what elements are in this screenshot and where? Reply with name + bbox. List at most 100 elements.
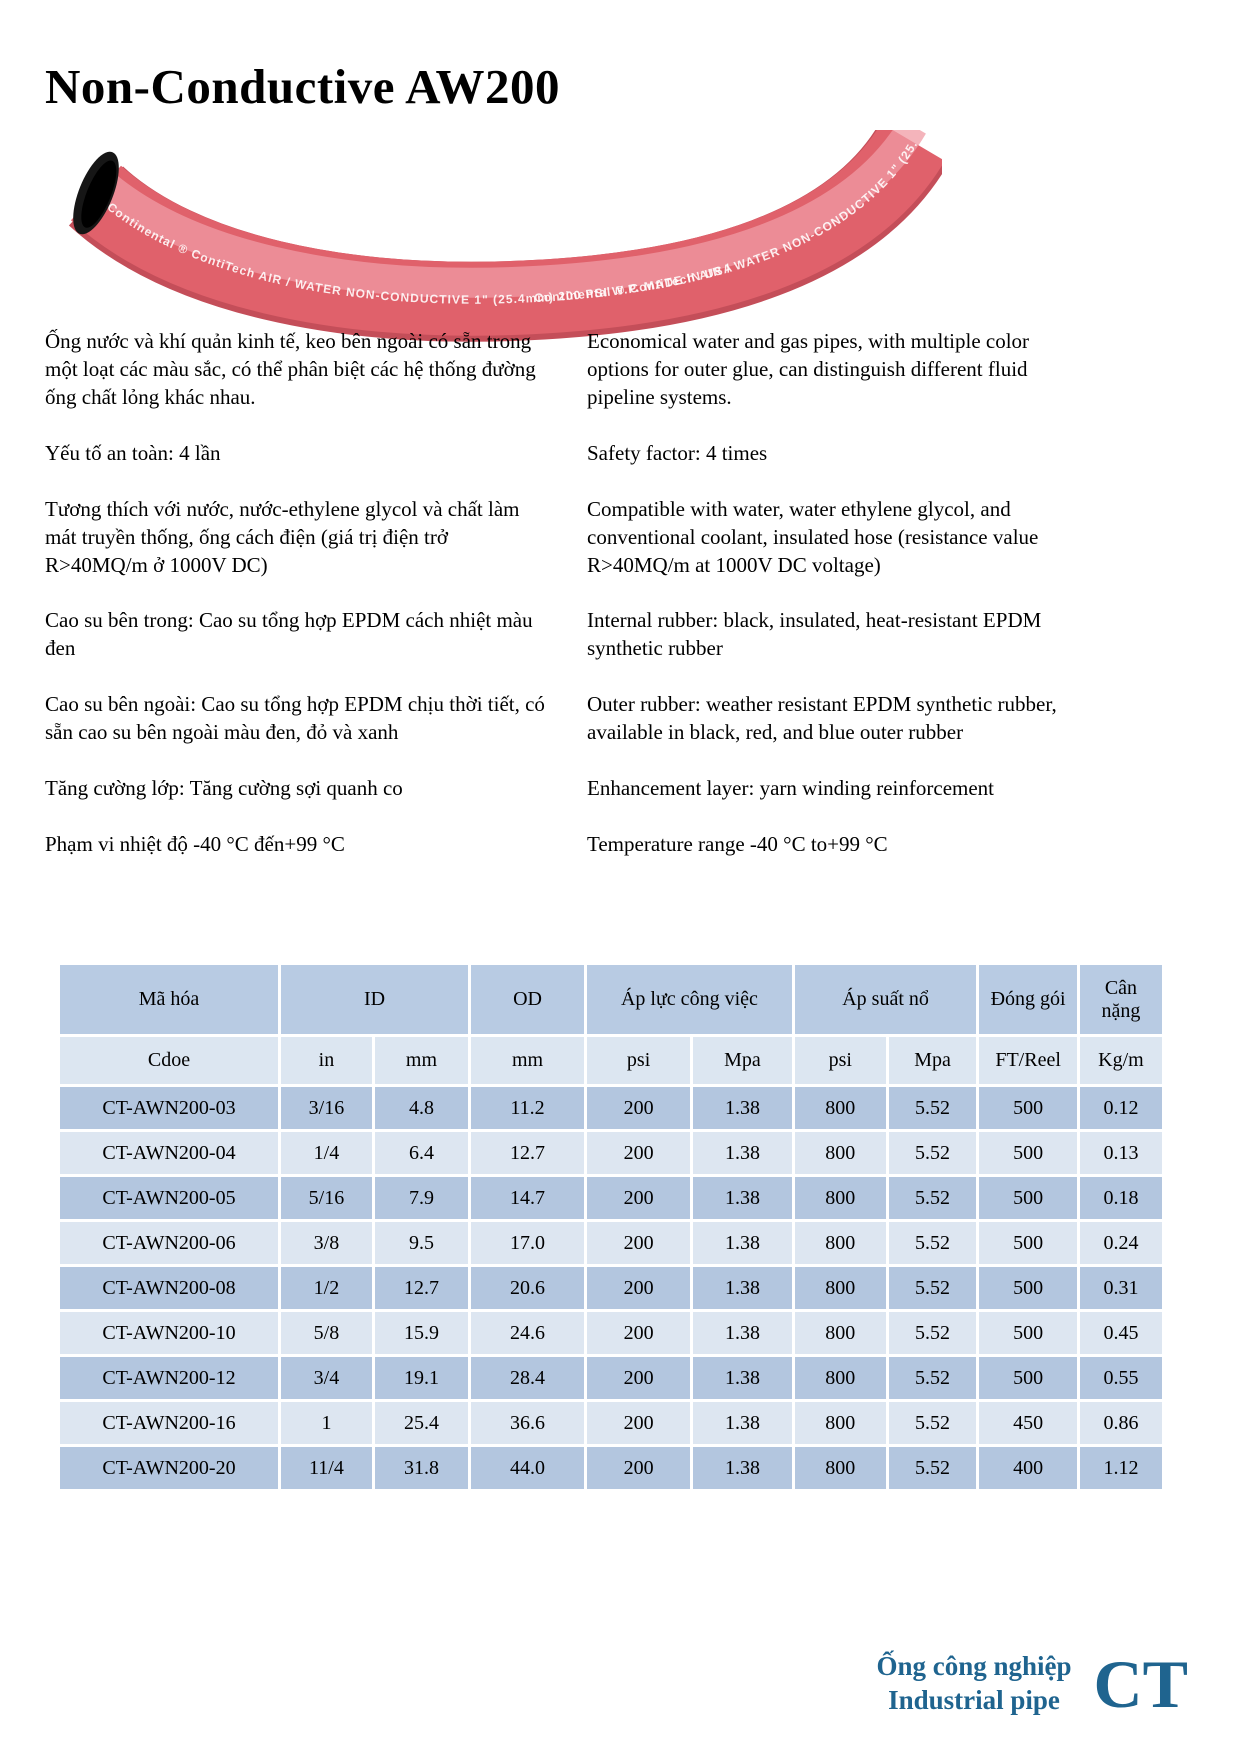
en-paragraph-reinforcement: Enhancement layer: yarn winding reinforc… — [587, 776, 994, 801]
table-cell: 800 — [791, 1084, 889, 1132]
table-cell: 25.4 — [371, 1399, 472, 1447]
header-id: ID — [277, 962, 472, 1037]
table-cell: 500 — [976, 1219, 1080, 1267]
table-cell: CT-AWN200-04 — [57, 1129, 281, 1177]
en-paragraph-overview: Economical water and gas pipes, with mul… — [587, 329, 1030, 409]
table-cell: 0.13 — [1076, 1129, 1166, 1177]
table-cell: 800 — [791, 1399, 889, 1447]
header-working-pressure: Áp lực công việc — [584, 962, 795, 1037]
table-cell: 0.31 — [1076, 1264, 1166, 1312]
unit-od-mm: mm — [468, 1034, 588, 1087]
table-cell: 44.0 — [468, 1444, 588, 1492]
table-row: CT-AWN200-10 5/8 15.9 24.6 200 1.38 800 5.52 500… — [57, 1309, 1166, 1357]
table-cell: 0.24 — [1076, 1219, 1166, 1267]
table-cell: CT-AWN200-06 — [57, 1219, 281, 1267]
table-cell: 9.5 — [371, 1219, 472, 1267]
vi-paragraph-overview: Ống nước và khí quản kinh tế, keo bên ng… — [45, 329, 536, 409]
table-cell: 4.8 — [371, 1084, 472, 1132]
table-cell: CT-AWN200-10 — [57, 1309, 281, 1357]
table-row: CT-AWN200-12 3/4 19.1 28.4 200 1.38 800 5.52 500… — [57, 1354, 1166, 1402]
table-cell: 1.38 — [690, 1444, 795, 1492]
table-cell: 450 — [976, 1399, 1080, 1447]
spec-table-head: Mã hóa ID OD Áp lực công việc Áp suất nổ… — [57, 962, 1166, 1087]
table-cell: 5.52 — [885, 1354, 980, 1402]
table-cell: 19.1 — [371, 1354, 472, 1402]
table-cell: 5.52 — [885, 1444, 980, 1492]
table-cell: 200 — [584, 1219, 694, 1267]
table-cell: 15.9 — [371, 1309, 472, 1357]
table-cell: 17.0 — [468, 1219, 588, 1267]
unit-bp-mpa: Mpa — [885, 1034, 980, 1087]
vi-paragraph-compatibility: Tương thích với nước, nước-ethylene glyc… — [45, 496, 520, 577]
table-cell: CT-AWN200-03 — [57, 1084, 281, 1132]
vi-paragraph-outer-rubber: Cao su bên ngoài: Cao su tổng hợp EPDM c… — [45, 692, 545, 745]
table-cell: 1.12 — [1076, 1444, 1166, 1492]
table-cell: 24.6 — [468, 1309, 588, 1357]
ct-logo: CT — [1093, 1646, 1188, 1722]
table-cell: 0.12 — [1076, 1084, 1166, 1132]
table-cell: 800 — [791, 1219, 889, 1267]
table-row: CT-AWN200-04 1/4 6.4 12.7 200 1.38 800 5.52 500 0… — [57, 1129, 1166, 1177]
table-cell: 1/2 — [278, 1264, 375, 1312]
table-cell: 5.52 — [885, 1084, 980, 1132]
table-cell: 800 — [791, 1444, 889, 1492]
table-cell: 400 — [976, 1444, 1080, 1492]
table-cell: 500 — [976, 1174, 1080, 1222]
table-cell: CT-AWN200-08 — [57, 1264, 281, 1312]
table-cell: 1.38 — [690, 1129, 795, 1177]
table-cell: 500 — [976, 1354, 1080, 1402]
table-cell: 800 — [791, 1129, 889, 1177]
table-cell: 200 — [584, 1309, 694, 1357]
vi-paragraph-safety-factor: Yếu tố an toàn: 4 lần — [45, 440, 221, 465]
unit-code: Cdoe — [57, 1034, 281, 1087]
table-cell: 1 — [278, 1399, 375, 1447]
unit-bp-psi: psi — [791, 1034, 889, 1087]
table-cell: 200 — [584, 1174, 694, 1222]
vi-paragraph-temperature: Phạm vi nhiệt độ -40 °C đến+99 °C — [45, 832, 345, 857]
table-cell: 200 — [584, 1264, 694, 1312]
table-cell: 500 — [976, 1309, 1080, 1357]
table-cell: 200 — [584, 1399, 694, 1447]
unit-wp-mpa: Mpa — [690, 1034, 795, 1087]
table-row: CT-AWN200-06 3/8 9.5 17.0 200 1.38 800 5.52 500 0… — [57, 1219, 1166, 1267]
table-cell: CT-AWN200-16 — [57, 1399, 281, 1447]
spec-table: Mã hóa ID OD Áp lực công việc Áp suất nổ… — [57, 962, 1166, 1492]
intro-section: Ống nước và khí quản kinh tế, keo bên ng… — [45, 328, 1067, 859]
table-cell: CT-AWN200-05 — [57, 1174, 281, 1222]
table-cell: 5.52 — [885, 1129, 980, 1177]
intro-column-english: Economical water and gas pipes, with mul… — [587, 328, 1067, 859]
table-cell: 12.7 — [468, 1129, 588, 1177]
table-header-group-row: Mã hóa ID OD Áp lực công việc Áp suất nổ… — [57, 962, 1166, 1037]
table-cell: 6.4 — [371, 1129, 472, 1177]
page-title: Non-Conductive AW200 — [45, 59, 561, 114]
en-paragraph-internal-rubber: Internal rubber: black, insulated, heat-… — [587, 608, 1042, 661]
table-cell: 200 — [584, 1084, 694, 1132]
spec-table-body: CT-AWN200-03 3/16 4.8 11.2 200 1.38 800 5.52 500… — [57, 1084, 1166, 1492]
table-cell: 5.52 — [885, 1399, 980, 1447]
table-cell: 800 — [791, 1264, 889, 1312]
header-weight: Cân nặng — [1076, 962, 1166, 1037]
table-cell: 800 — [791, 1309, 889, 1357]
table-row: CT-AWN200-03 3/16 4.8 11.2 200 1.38 800 5.52 500… — [57, 1084, 1166, 1132]
table-cell: 800 — [791, 1354, 889, 1402]
table-cell: 5.52 — [885, 1174, 980, 1222]
en-paragraph-outer-rubber: Outer rubber: weather resistant EPDM syn… — [587, 692, 1057, 745]
table-cell: 0.45 — [1076, 1309, 1166, 1357]
table-cell: 1.38 — [690, 1264, 795, 1312]
intro-column-vietnamese: Ống nước và khí quản kinh tế, keo bên ng… — [45, 328, 552, 859]
table-cell: CT-AWN200-20 — [57, 1444, 281, 1492]
hose-product-photo: Continental ® ContiTech AIR / WATER NON-… — [62, 130, 942, 345]
unit-ft-reel: FT/Reel — [976, 1034, 1080, 1087]
table-cell: 0.86 — [1076, 1399, 1166, 1447]
table-cell: 500 — [976, 1084, 1080, 1132]
unit-wp-psi: psi — [584, 1034, 694, 1087]
table-cell: 1.38 — [690, 1219, 795, 1267]
footer-tagline-en: Industrial pipe — [888, 1685, 1060, 1715]
table-cell: 3/8 — [278, 1219, 375, 1267]
table-cell: 1/4 — [278, 1129, 375, 1177]
table-cell: 11/4 — [278, 1444, 375, 1492]
table-cell: 5.52 — [885, 1219, 980, 1267]
table-row: CT-AWN200-20 11/4 31.8 44.0 200 1.38 800 5.52 40… — [57, 1444, 1166, 1492]
header-ma-hoa: Mã hóa — [57, 962, 281, 1037]
table-cell: 14.7 — [468, 1174, 588, 1222]
